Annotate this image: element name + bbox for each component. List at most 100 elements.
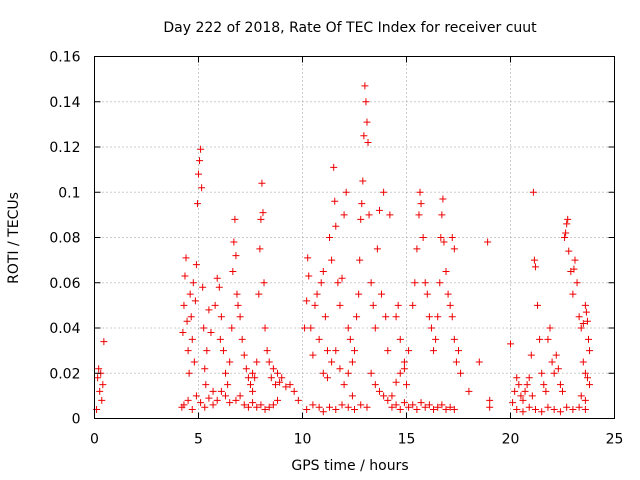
data-point: [413, 245, 421, 253]
y-tick-label: 0.12: [49, 140, 80, 156]
data-point: [294, 396, 302, 404]
data-point: [375, 206, 383, 214]
data-point: [413, 405, 421, 413]
data-point: [290, 387, 298, 395]
data-point: [442, 405, 450, 413]
data-point: [258, 179, 266, 187]
data-point: [267, 374, 275, 382]
data-point: [338, 401, 346, 409]
data-point: [276, 378, 284, 386]
data-point: [203, 347, 211, 355]
data-point: [286, 381, 294, 389]
data-point: [364, 138, 372, 146]
data-point: [583, 317, 591, 325]
data-point: [388, 392, 396, 400]
data-point: [434, 403, 442, 411]
data-point: [365, 211, 373, 219]
data-point: [336, 365, 344, 373]
data-point: [361, 82, 369, 90]
data-point: [207, 329, 215, 337]
data-point: [99, 381, 107, 389]
data-point: [523, 381, 531, 389]
data-point: [199, 283, 207, 291]
data-point: [342, 188, 350, 196]
data-point: [529, 188, 537, 196]
data-point: [332, 222, 340, 230]
data-point: [430, 347, 438, 355]
data-point: [209, 401, 217, 409]
data-point: [444, 290, 452, 298]
data-point: [257, 401, 265, 409]
data-point: [344, 324, 352, 332]
data-point: [517, 392, 525, 400]
data-point: [375, 387, 383, 395]
data-point: [581, 396, 589, 404]
data-point: [367, 369, 375, 377]
data-point: [538, 408, 546, 416]
data-point: [231, 215, 239, 223]
data-point: [269, 365, 277, 373]
data-point: [562, 229, 570, 237]
data-point: [450, 405, 458, 413]
data-point: [180, 301, 188, 309]
data-point: [442, 267, 450, 275]
data-point: [556, 381, 564, 389]
data-point: [344, 369, 352, 377]
data-point: [357, 401, 365, 409]
data-point: [448, 313, 456, 321]
data-point: [465, 387, 473, 395]
data-point: [205, 306, 213, 314]
data-point: [531, 405, 539, 413]
data-point: [392, 378, 400, 386]
data-point: [430, 405, 438, 413]
data-point: [400, 365, 408, 373]
data-point: [425, 313, 433, 321]
data-point: [232, 396, 240, 404]
data-point: [240, 351, 248, 359]
x-tick-label: 20: [502, 432, 520, 448]
data-point: [328, 256, 336, 264]
data-point: [348, 392, 356, 400]
data-point: [521, 387, 529, 395]
data-point: [434, 313, 442, 321]
x-axis-label: GPS time / hours: [291, 458, 408, 474]
data-point: [575, 403, 583, 411]
data-point: [202, 381, 210, 389]
data-point: [360, 132, 368, 140]
data-point: [184, 396, 192, 404]
data-point: [269, 401, 277, 409]
data-point: [191, 297, 199, 305]
data-point: [527, 351, 535, 359]
data-point: [388, 403, 396, 411]
data-point: [550, 369, 558, 377]
data-point: [217, 313, 225, 321]
data-point: [251, 374, 259, 382]
data-point: [249, 369, 257, 377]
data-point: [525, 403, 533, 411]
data-point: [200, 324, 208, 332]
data-point: [222, 392, 230, 400]
data-point: [486, 396, 494, 404]
data-point: [332, 347, 340, 355]
data-point: [188, 335, 196, 343]
data-point: [192, 261, 200, 269]
data-point: [282, 383, 290, 391]
data-point: [321, 313, 329, 321]
data-point: [219, 347, 227, 355]
data-point: [336, 301, 344, 309]
data-point: [201, 365, 209, 373]
data-point: [585, 335, 592, 343]
data-point: [319, 369, 327, 377]
data-point: [559, 387, 566, 395]
data-point: [256, 245, 264, 253]
data-points: [93, 82, 594, 416]
data-point: [351, 405, 358, 413]
data-point: [438, 401, 446, 409]
data-point: [528, 392, 536, 400]
data-point: [369, 301, 377, 309]
data-point: [554, 365, 562, 373]
data-point: [564, 215, 572, 223]
data-point: [586, 347, 594, 355]
data-point: [570, 265, 578, 273]
data-point: [358, 200, 366, 208]
